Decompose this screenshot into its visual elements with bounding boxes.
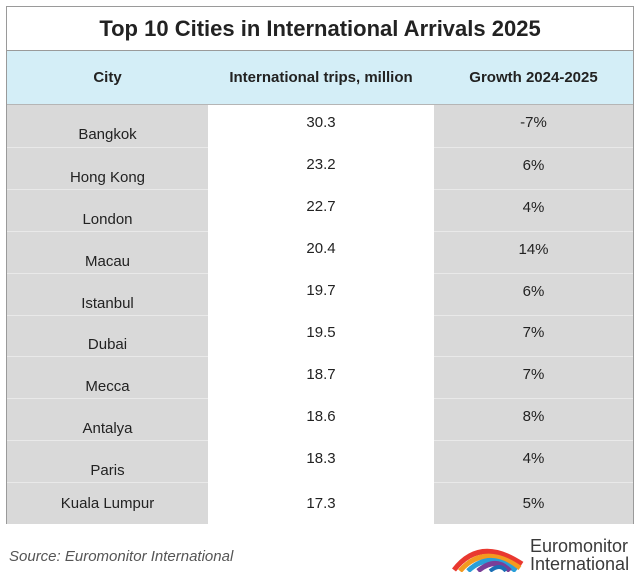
cell-city: Istanbul [7,272,208,315]
cell-growth: 6% [434,146,633,189]
cell-growth: 7% [434,314,633,357]
table-header: City International trips, million Growth… [7,51,633,105]
logo-text-line1: Euromonitor [530,536,629,556]
cell-growth: 14% [434,230,633,273]
cell-city: Paris [7,440,208,483]
cell-city: Kuala Lumpur [7,482,208,525]
cell-city: Antalya [7,398,208,441]
table-row: Dubai 19.5 7% [7,314,633,357]
cell-growth: 7% [434,356,633,399]
header-city: City [93,69,122,86]
header-growth: Growth 2024-2025 [469,69,598,86]
cell-trips: 18.6 [208,398,434,441]
table-row: London 22.7 4% [7,188,633,231]
cell-city: Mecca [7,356,208,399]
cell-city: Bangkok [7,105,208,147]
table-row: Istanbul 19.7 6% [7,272,633,315]
table-frame: Top 10 Cities in International Arrivals … [6,6,634,525]
cell-growth: 6% [434,272,633,315]
cell-trips: 17.3 [208,482,434,525]
chart-title: Top 10 Cities in International Arrivals … [7,7,633,51]
cell-trips: 20.4 [208,230,434,273]
header-trips: International trips, million [229,69,413,86]
table-row: Bangkok 30.3 -7% [7,105,633,147]
cell-trips: 18.7 [208,356,434,399]
table-row: Hong Kong 23.2 6% [7,146,633,189]
table-body: Bangkok 30.3 -7% Hong Kong 23.2 6% London 22.7 4… [7,105,633,525]
cell-growth: 8% [434,398,633,441]
source-note: Source: Euromonitor International [9,548,234,565]
rainbow-arches-icon [452,549,524,572]
cell-city: London [7,188,208,231]
table-row: Mecca 18.7 7% [7,356,633,399]
cell-growth: 4% [434,440,633,483]
cell-trips: 30.3 [208,105,434,147]
cell-growth: 4% [434,188,633,231]
table-row: Kuala Lumpur 17.3 5% [7,482,633,525]
cell-trips: 18.3 [208,440,434,483]
cell-trips: 22.7 [208,188,434,231]
cell-trips: 23.2 [208,146,434,189]
cell-trips: 19.5 [208,314,434,357]
cell-trips: 19.7 [208,272,434,315]
cell-growth: 5% [434,482,633,525]
table-row: Antalya 18.6 8% [7,398,633,441]
euromonitor-logo: Euromonitor International [450,534,635,574]
cell-city: Hong Kong [7,146,208,189]
table-row: Paris 18.3 4% [7,440,633,483]
logo-text-line2: International [530,554,630,574]
cell-growth: -7% [434,105,633,147]
cell-city: Macau [7,230,208,273]
table-row: Macau 20.4 14% [7,230,633,273]
cell-city: Dubai [7,314,208,357]
